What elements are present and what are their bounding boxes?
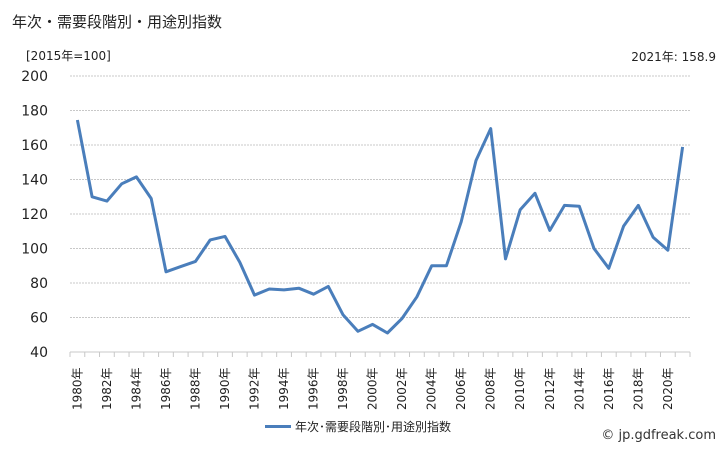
x-tick-label: 2000年 bbox=[366, 367, 380, 410]
y-tick-label: 200 bbox=[21, 69, 48, 85]
x-axis: 1980年 1982年 1984年 1986年 1988年 1990年 1992年 1994年… bbox=[69, 351, 691, 410]
y-tick-label: 160 bbox=[21, 138, 48, 154]
legend-line-swatch-icon bbox=[265, 425, 291, 428]
x-tick-label: 2018年 bbox=[631, 367, 645, 410]
x-tick-label: 2004年 bbox=[425, 367, 439, 410]
y-tick-label: 120 bbox=[21, 207, 48, 223]
x-tick-label: 1982年 bbox=[100, 367, 114, 410]
x-tick-label: 2020年 bbox=[661, 367, 675, 410]
legend: 年次･需要段階別･用途別指数 bbox=[265, 418, 451, 435]
x-tick-label: 1994年 bbox=[277, 367, 291, 410]
x-tick-label: 2006年 bbox=[454, 367, 468, 410]
x-tick-label: 1984年 bbox=[129, 367, 143, 410]
y-tick-label: 60 bbox=[30, 311, 48, 327]
y-tick-label: 40 bbox=[30, 345, 48, 361]
y-tick-label: 100 bbox=[21, 242, 48, 258]
chart-title: 年次・需要段階別・用途別指数 bbox=[12, 13, 223, 31]
x-tick-label: 1998年 bbox=[336, 367, 350, 410]
y-axis-unit-label: [2015年=100] bbox=[26, 49, 111, 63]
series-line bbox=[75, 119, 685, 335]
x-tick-label: 1992年 bbox=[248, 367, 262, 410]
x-tick-label: 2002年 bbox=[395, 367, 409, 410]
x-tick-label: 2012年 bbox=[543, 367, 557, 410]
x-tick-label: 1988年 bbox=[188, 367, 202, 410]
gridlines bbox=[70, 75, 690, 318]
x-tick-label: 1996年 bbox=[307, 367, 321, 410]
x-tick-label: 2010年 bbox=[513, 367, 527, 410]
data-series bbox=[75, 119, 685, 335]
x-tick-label: 2008年 bbox=[484, 367, 498, 410]
x-tick-label: 1990年 bbox=[218, 367, 232, 410]
y-tick-label: 180 bbox=[21, 104, 48, 120]
x-tick-label: 2016年 bbox=[602, 367, 616, 410]
x-tick-label: 1980年 bbox=[70, 367, 84, 410]
y-axis-ticks: 40 60 80 100 120 140 160 180 200 bbox=[21, 69, 48, 361]
y-tick-label: 140 bbox=[21, 173, 48, 189]
x-tick-label: 2014年 bbox=[572, 367, 586, 410]
latest-value-annotation: 2021年: 158.9 bbox=[631, 50, 716, 64]
x-tick-label: 1986年 bbox=[159, 367, 173, 410]
watermark: © jp.gdfreak.com bbox=[601, 428, 716, 443]
legend-label: 年次･需要段階別･用途別指数 bbox=[295, 420, 452, 434]
y-tick-label: 80 bbox=[30, 276, 48, 292]
